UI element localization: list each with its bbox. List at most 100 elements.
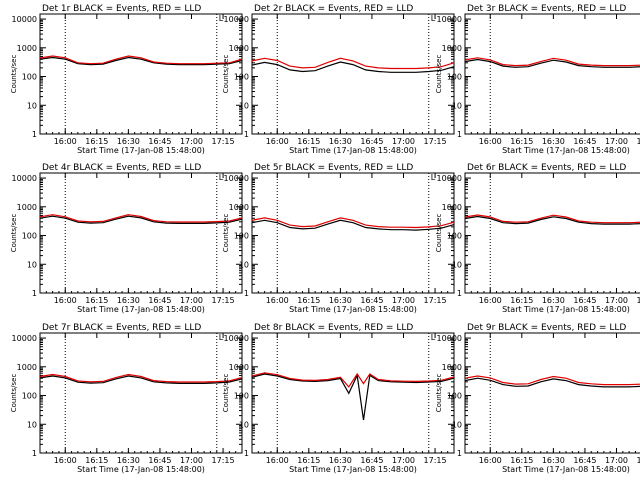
panel-4: Det 4r BLACK = Events, RED = LLD 1 10 100 10…: [10, 163, 243, 314]
series-events: [39, 215, 243, 224]
x-tick-label: 16:00: [266, 456, 289, 465]
x-axis-label: Start Time (17-Jan-08 15:48:00): [502, 465, 630, 474]
y-tick-label: 100: [22, 232, 37, 241]
x-tick-label: 16:30: [117, 296, 140, 305]
y-tick-label: 10000: [437, 15, 462, 24]
x-tick-label: 16:15: [510, 296, 533, 305]
x-axis-label: Start Time (17-Jan-08 15:48:00): [77, 305, 205, 314]
y-tick-label: 10: [239, 260, 249, 269]
x-tick-label: 16:15: [297, 296, 320, 305]
x-tick-label: 16:30: [542, 296, 565, 305]
series-lld: [251, 57, 455, 70]
x-tick-label: 17:15: [212, 456, 235, 465]
x-tick-label: 17:15: [424, 456, 447, 465]
y-tick-label: 100: [234, 232, 249, 241]
panel-title: Det 6r BLACK = Events, RED = LLD: [467, 163, 626, 173]
y-tick-label: 1000: [17, 203, 37, 212]
y-tick-label: 10000: [12, 334, 37, 343]
y-axis-label: Counts/sec: [222, 55, 230, 94]
y-axis-label: Counts/sec: [435, 214, 443, 253]
x-tick-label: 16:15: [297, 456, 320, 465]
plot-frame: [39, 13, 243, 135]
series-lld: [464, 214, 640, 224]
x-tick-label: 16:00: [54, 137, 77, 146]
panel-title: Det 3r BLACK = Events, RED = LLD: [467, 4, 626, 14]
panel-title: Det 2r BLACK = Events, RED = LLD: [254, 4, 413, 14]
plot-frame: [251, 332, 455, 454]
x-tick-label: 16:30: [542, 137, 565, 146]
panel-title: Det 4r BLACK = Events, RED = LLD: [42, 163, 201, 173]
x-axis-label: Start Time (17-Jan-08 15:48:00): [289, 305, 417, 314]
y-axis-label: Counts/sec: [10, 374, 18, 413]
y-tick-label: 1: [457, 449, 462, 458]
plot-frame: [251, 172, 455, 294]
panel-2: Det 2r BLACK = Events, RED = LLD 1 10 100 10…: [222, 4, 455, 155]
x-tick-label: 16:30: [329, 296, 352, 305]
y-tick-label: 100: [234, 392, 249, 401]
series-lld: [39, 214, 243, 223]
x-tick-label: 16:00: [54, 296, 77, 305]
y-tick-label: 10: [452, 101, 462, 110]
series-events: [464, 377, 640, 388]
y-tick-label: 10: [239, 101, 249, 110]
x-tick-label: 16:00: [479, 137, 502, 146]
y-tick-label: 1000: [442, 203, 462, 212]
series-events: [251, 373, 455, 421]
x-tick-label: 17:00: [180, 296, 203, 305]
plot-frame: [464, 332, 640, 454]
x-tick-label: 16:00: [479, 456, 502, 465]
x-tick-label: 17:15: [424, 296, 447, 305]
x-axis-label: Start Time (17-Jan-08 15:48:00): [289, 146, 417, 155]
y-tick-label: 10000: [12, 174, 37, 183]
flag-label: L: [431, 333, 436, 342]
x-tick-label: 16:30: [542, 456, 565, 465]
panel-9: Det 9r BLACK = Events, RED = LLD 1 10 100 10…: [435, 323, 640, 474]
panel-3: Det 3r BLACK = Events, RED = LLD 1 10 100 10…: [435, 4, 640, 155]
x-tick-label: 17:15: [637, 296, 640, 305]
flag-label: L: [219, 333, 224, 342]
panel-7: Det 7r BLACK = Events, RED = LLD 1 10 100 10…: [10, 323, 243, 474]
series-lld: [464, 57, 640, 67]
y-tick-label: 1: [32, 289, 37, 298]
y-tick-label: 10: [27, 260, 37, 269]
y-tick-label: 1000: [17, 44, 37, 53]
x-tick-label: 17:15: [424, 137, 447, 146]
panel-6: Det 6r BLACK = Events, RED = LLD 1 10 100 10…: [435, 163, 640, 314]
y-tick-label: 1: [32, 449, 37, 458]
series-events: [39, 56, 243, 66]
plot-frame: [251, 13, 455, 135]
x-tick-label: 17:00: [605, 137, 628, 146]
x-tick-label: 17:00: [392, 296, 415, 305]
x-tick-label: 16:45: [573, 137, 596, 146]
flag-label: L: [219, 14, 224, 23]
x-axis-label: Start Time (17-Jan-08 15:48:00): [289, 465, 417, 474]
panel-title: Det 9r BLACK = Events, RED = LLD: [467, 323, 626, 333]
panel-title: Det 1r BLACK = Events, RED = LLD: [42, 4, 201, 14]
plot-frame: [39, 332, 243, 454]
x-tick-label: 16:30: [329, 456, 352, 465]
series-events: [464, 58, 640, 68]
x-tick-label: 16:45: [148, 456, 171, 465]
series-lld: [464, 375, 640, 386]
y-tick-label: 100: [447, 392, 462, 401]
y-tick-label: 1: [457, 130, 462, 139]
x-tick-label: 16:45: [148, 296, 171, 305]
plot-frame: [464, 13, 640, 135]
panel-title: Det 5r BLACK = Events, RED = LLD: [254, 163, 413, 173]
x-axis-label: Start Time (17-Jan-08 15:48:00): [502, 305, 630, 314]
x-tick-label: 17:00: [605, 296, 628, 305]
panel-5: Det 5r BLACK = Events, RED = LLD 1 10 100 10…: [222, 163, 455, 314]
y-tick-label: 10: [239, 420, 249, 429]
y-tick-label: 100: [234, 73, 249, 82]
y-axis-label: Counts/sec: [435, 374, 443, 413]
x-axis-label: Start Time (17-Jan-08 15:48:00): [502, 146, 630, 155]
y-tick-label: 1: [32, 130, 37, 139]
y-tick-label: 1000: [442, 44, 462, 53]
x-tick-label: 17:00: [180, 456, 203, 465]
x-tick-label: 16:00: [266, 296, 289, 305]
y-axis-label: Counts/sec: [10, 55, 18, 94]
flag-label: L: [431, 173, 436, 182]
x-tick-label: 16:30: [117, 456, 140, 465]
y-tick-label: 10: [27, 420, 37, 429]
